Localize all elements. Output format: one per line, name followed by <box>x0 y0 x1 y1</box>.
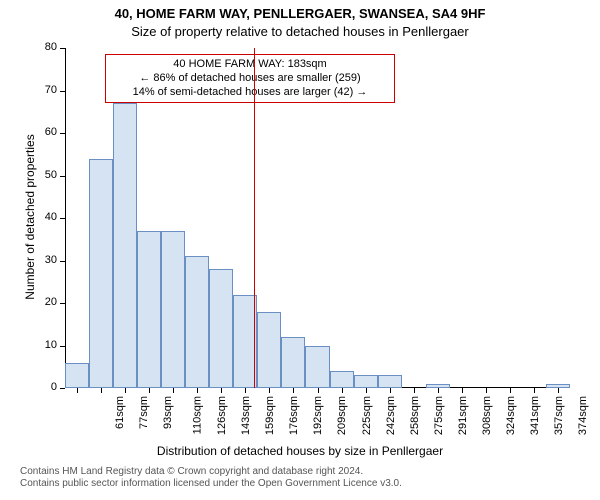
y-tick-label: 0 <box>31 381 57 393</box>
chart-container: { "titles": { "line1": "40, HOME FARM WA… <box>0 0 600 500</box>
y-tick-mark <box>60 91 65 92</box>
histogram-bar <box>281 337 305 388</box>
y-tick-label: 10 <box>31 339 57 351</box>
y-tick-label: 70 <box>31 84 57 96</box>
y-tick-label: 40 <box>31 211 57 223</box>
x-tick-label: 209sqm <box>337 396 349 435</box>
x-tick-mark <box>221 388 222 393</box>
y-tick-label: 20 <box>31 296 57 308</box>
x-tick-label: 275sqm <box>433 396 445 435</box>
x-tick-label: 93sqm <box>162 396 174 429</box>
info-line-2: ← 86% of detached houses are smaller (25… <box>112 72 388 86</box>
x-tick-mark <box>197 388 198 393</box>
histogram-bar <box>113 103 137 388</box>
histogram-bar <box>137 231 161 388</box>
x-tick-label: 357sqm <box>553 396 565 435</box>
histogram-bar <box>330 371 354 388</box>
info-box: 40 HOME FARM WAY: 183sqm ← 86% of detach… <box>105 54 395 103</box>
x-tick-label: 143sqm <box>240 396 252 435</box>
histogram-bar <box>89 159 113 389</box>
x-tick-mark <box>149 388 150 393</box>
y-tick-mark <box>60 303 65 304</box>
footer-line-2: Contains public sector information licen… <box>20 478 580 490</box>
x-tick-label: 159sqm <box>264 396 276 435</box>
y-tick-mark <box>60 48 65 49</box>
x-tick-mark <box>486 388 487 393</box>
histogram-bar <box>354 375 378 388</box>
x-tick-label: 258sqm <box>409 396 421 435</box>
x-tick-mark <box>101 388 102 393</box>
histogram-bar <box>161 231 185 388</box>
x-tick-label: 61sqm <box>114 396 126 429</box>
x-tick-label: 176sqm <box>288 396 300 435</box>
y-tick-mark <box>60 261 65 262</box>
x-tick-mark <box>390 388 391 393</box>
x-tick-mark <box>510 388 511 393</box>
x-tick-mark <box>558 388 559 393</box>
x-tick-mark <box>125 388 126 393</box>
x-tick-mark <box>293 388 294 393</box>
histogram-bar <box>257 312 281 389</box>
x-tick-mark <box>462 388 463 393</box>
histogram-bar <box>378 375 402 388</box>
x-tick-mark <box>438 388 439 393</box>
x-tick-label: 110sqm <box>191 396 203 434</box>
x-tick-label: 374sqm <box>577 396 589 435</box>
x-tick-mark <box>318 388 319 393</box>
x-tick-label: 126sqm <box>216 396 228 435</box>
x-tick-mark <box>269 388 270 393</box>
x-tick-mark <box>414 388 415 393</box>
chart-title-line1: 40, HOME FARM WAY, PENLLERGAER, SWANSEA,… <box>0 6 600 21</box>
footer-attribution: Contains HM Land Registry data © Crown c… <box>20 466 580 490</box>
footer-line-1: Contains HM Land Registry data © Crown c… <box>20 466 580 478</box>
x-tick-label: 291sqm <box>457 396 469 435</box>
x-tick-mark <box>173 388 174 393</box>
y-tick-mark <box>60 346 65 347</box>
x-tick-mark <box>245 388 246 393</box>
y-tick-label: 80 <box>31 41 57 53</box>
info-line-1: 40 HOME FARM WAY: 183sqm <box>112 58 388 72</box>
marker-line <box>254 48 255 388</box>
x-tick-mark <box>77 388 78 393</box>
x-tick-label: 77sqm <box>138 396 150 429</box>
histogram-bar <box>65 363 89 389</box>
y-tick-mark <box>60 218 65 219</box>
histogram-bar <box>209 269 233 388</box>
histogram-bar <box>185 256 209 388</box>
x-tick-label: 308sqm <box>481 396 493 435</box>
y-tick-mark <box>60 388 65 389</box>
y-tick-label: 30 <box>31 254 57 266</box>
x-tick-mark <box>342 388 343 393</box>
x-tick-label: 242sqm <box>385 396 397 435</box>
chart-title-line2: Size of property relative to detached ho… <box>0 24 600 39</box>
x-tick-label: 225sqm <box>361 396 373 435</box>
y-tick-label: 50 <box>31 169 57 181</box>
x-tick-label: 192sqm <box>313 396 325 435</box>
info-line-3: 14% of semi-detached houses are larger (… <box>112 86 388 100</box>
histogram-bar <box>305 346 329 389</box>
x-tick-label: 324sqm <box>505 396 517 435</box>
x-tick-mark <box>366 388 367 393</box>
x-axis-label: Distribution of detached houses by size … <box>0 444 600 458</box>
y-tick-label: 60 <box>31 126 57 138</box>
x-tick-label: 341sqm <box>529 396 541 435</box>
x-tick-mark <box>534 388 535 393</box>
y-tick-mark <box>60 133 65 134</box>
y-tick-mark <box>60 176 65 177</box>
